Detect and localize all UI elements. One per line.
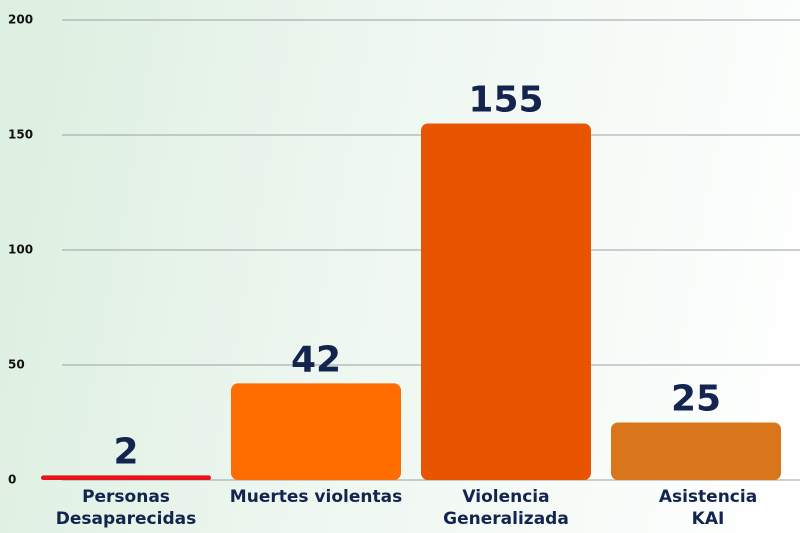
- x-tick-label: Asistencia KAI: [658, 487, 758, 529]
- bar: [231, 383, 401, 480]
- y-tick-label: 50: [8, 358, 25, 372]
- bar: [41, 475, 211, 480]
- value-label: 2: [113, 431, 138, 472]
- x-tick-label: Violencia Generalizada: [443, 487, 569, 529]
- y-tick-label: 0: [8, 473, 16, 487]
- y-tick-label: 150: [8, 128, 33, 142]
- x-tick-label: Personas Desaparecidas: [55, 487, 197, 529]
- x-tick-label: Muertes violentas: [229, 487, 403, 507]
- value-label: 155: [468, 80, 543, 121]
- value-label: 42: [291, 339, 341, 380]
- y-tick-label: 100: [8, 243, 33, 257]
- y-tick-label: 200: [8, 13, 33, 27]
- bar: [611, 422, 781, 480]
- value-label: 25: [671, 379, 721, 420]
- bar: [421, 123, 591, 480]
